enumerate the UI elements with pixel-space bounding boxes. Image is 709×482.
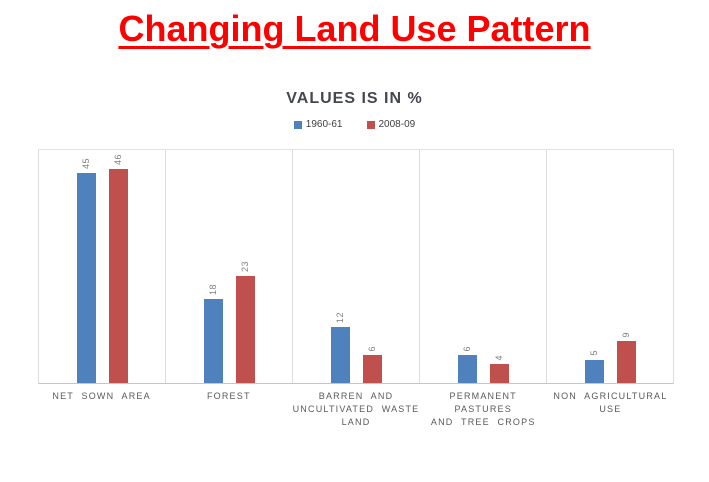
plot-area: 45 46 18 23 12 6 6 4 5 9 bbox=[38, 149, 674, 384]
bar-1960-61 bbox=[330, 327, 350, 383]
bar-wrap: 46 bbox=[108, 150, 128, 383]
bar-1960-61 bbox=[457, 355, 477, 383]
legend-label: 1960-61 bbox=[305, 119, 343, 130]
bar-group: 45 46 bbox=[39, 150, 165, 383]
bar-2008-09 bbox=[108, 168, 128, 383]
category-label: BARREN AND UNCULTIVATED WASTE LAND bbox=[292, 391, 420, 427]
bar-wrap: 23 bbox=[235, 150, 255, 383]
legend-swatch-blue bbox=[293, 120, 302, 129]
bar-value-label: 5 bbox=[589, 350, 599, 356]
bar-2008-09 bbox=[235, 275, 255, 383]
bar-wrap: 4 bbox=[489, 150, 509, 383]
bar-wrap: 5 bbox=[584, 150, 604, 383]
bar-wrap: 18 bbox=[203, 150, 223, 383]
bar-value-label: 4 bbox=[494, 354, 504, 361]
legend-item-1960-61: 1960-61 bbox=[293, 119, 343, 130]
bar-1960-61 bbox=[203, 299, 223, 383]
page-title: Changing Land Use Pattern bbox=[118, 8, 591, 49]
bar-2008-09 bbox=[616, 341, 636, 383]
bar-group: 12 6 bbox=[292, 150, 419, 383]
bar-wrap: 12 bbox=[330, 150, 350, 383]
bar-value-label: 46 bbox=[113, 153, 123, 165]
bar-value-label: 6 bbox=[462, 345, 472, 352]
bar-1960-61 bbox=[76, 173, 96, 383]
bar-value-label: 18 bbox=[208, 284, 218, 296]
legend-swatch-red bbox=[366, 120, 375, 129]
bar-chart: VALUES IS IN % 1960-61 2008-09 45 46 18 23 1… bbox=[0, 90, 709, 429]
category-label: NON AGRICULTURAL USE bbox=[553, 391, 668, 414]
bar-1960-61 bbox=[584, 359, 604, 383]
bar-group: 18 23 bbox=[165, 150, 292, 383]
chart-legend: 1960-61 2008-09 bbox=[0, 119, 709, 130]
category-axis-labels: NET SOWN AREA FOREST BARREN AND UNCULTIVAT… bbox=[38, 390, 674, 429]
bar-value-label: 12 bbox=[335, 312, 345, 324]
legend-label: 2008-09 bbox=[378, 119, 416, 130]
chart-title: VALUES IS IN % bbox=[286, 90, 423, 107]
bar-wrap: 6 bbox=[457, 150, 477, 383]
bar-2008-09 bbox=[489, 364, 509, 383]
bar-value-label: 9 bbox=[621, 331, 631, 338]
bar-wrap: 6 bbox=[362, 150, 382, 383]
bar-value-label: 6 bbox=[367, 345, 377, 352]
bar-2008-09 bbox=[362, 355, 382, 383]
category-label: FOREST bbox=[206, 391, 251, 401]
bar-wrap: 45 bbox=[76, 150, 96, 383]
bar-value-label: 23 bbox=[240, 260, 250, 272]
bar-wrap: 9 bbox=[616, 150, 636, 383]
legend-item-2008-09: 2008-09 bbox=[366, 119, 416, 130]
category-label: PERMANENT PASTURES AND TREE CROPS bbox=[430, 391, 536, 427]
category-label: NET SOWN AREA bbox=[52, 391, 151, 401]
bar-value-label: 45 bbox=[81, 158, 91, 170]
